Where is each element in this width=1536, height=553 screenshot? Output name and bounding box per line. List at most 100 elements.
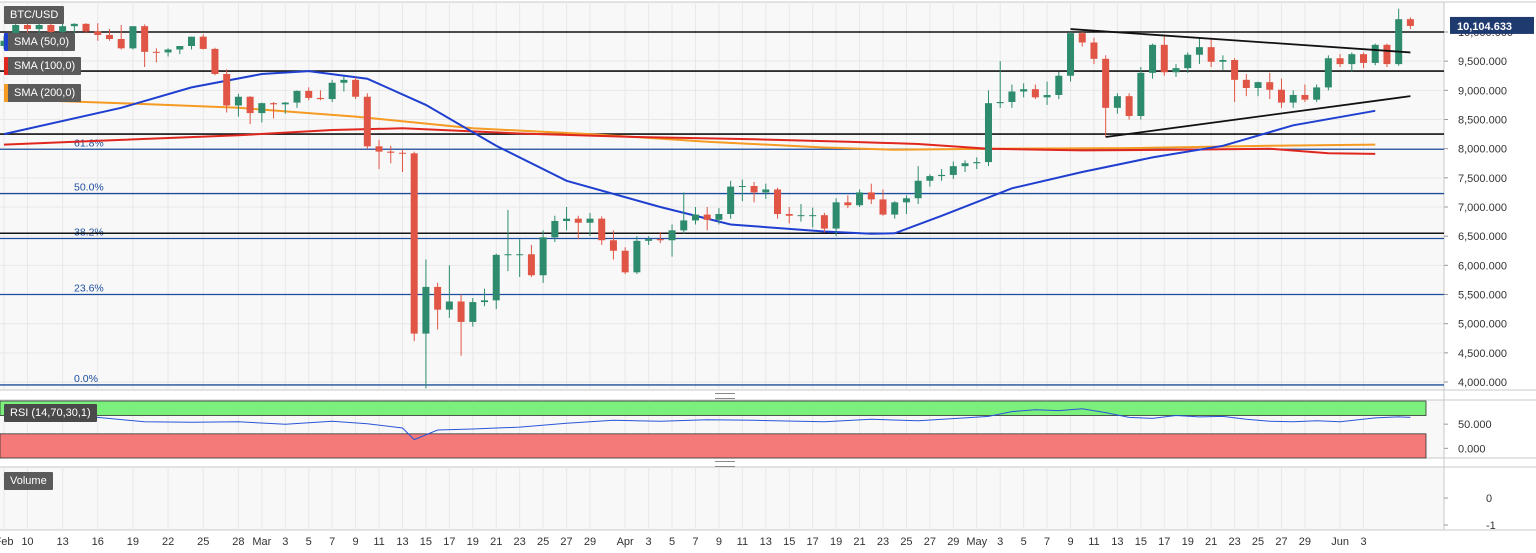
candle-body [633, 240, 641, 273]
candle-body [328, 82, 336, 100]
x-tick-label: 21 [490, 536, 502, 548]
candle-body [445, 301, 453, 310]
sma50-legend[interactable]: SMA (50,0) [4, 33, 76, 51]
candle-body [1031, 89, 1039, 98]
candle-body [94, 31, 102, 35]
candle-body [516, 254, 524, 256]
candle-body [35, 25, 43, 30]
rsi-overbought-zone [0, 400, 1427, 416]
candle-body [785, 214, 793, 216]
x-tick-label: 9 [1067, 536, 1073, 548]
price-pane-bg [0, 2, 1444, 390]
trendline-lower [1105, 95, 1411, 138]
x-tick-label: 9 [353, 536, 359, 548]
fib-level-label: 61.8% [74, 137, 104, 149]
candle-body [938, 174, 946, 177]
candle-body [1254, 82, 1262, 88]
x-tick-label: 17 [1158, 536, 1170, 548]
x-tick-label: 28 [232, 536, 244, 548]
rsi-line [3, 408, 1411, 441]
candle-body [680, 220, 688, 231]
x-tick-label: 25 [197, 536, 209, 548]
current-price-label: 10,104.633 [1457, 21, 1512, 33]
candle-body [363, 96, 371, 147]
x-tick-label: 7 [692, 536, 698, 548]
sma100-line [3, 127, 1376, 155]
candle-body [387, 151, 395, 153]
x-tick-label: 15 [783, 536, 795, 548]
candle-body [1078, 33, 1086, 43]
x-tick-label: 5 [1021, 536, 1027, 548]
fib-level-label: 0.0% [74, 373, 98, 385]
x-tick-label: 19 [467, 536, 479, 548]
price-tick-label: 9,000.000 [1458, 85, 1507, 97]
rsi-legend[interactable]: RSI (14,70,30,1) [4, 404, 97, 422]
sma100-legend[interactable]: SMA (100,0) [4, 57, 82, 75]
candle-body [914, 180, 922, 199]
candle-body [1043, 95, 1051, 98]
candle-body [1336, 58, 1344, 65]
sma200-legend[interactable]: SMA (200,0) [4, 84, 82, 102]
candle-body [1348, 54, 1356, 65]
x-tick-label: 7 [1044, 536, 1050, 548]
candle-body [1113, 96, 1121, 108]
x-tick-label: Mar [252, 536, 271, 548]
x-tick-label: 13 [760, 536, 772, 548]
candle-body [504, 254, 512, 256]
price-rsi-splitter-handle[interactable] [715, 393, 735, 399]
candle-body [586, 218, 594, 223]
candle-body [645, 239, 653, 241]
candle-body [668, 230, 676, 241]
x-tick-label: 29 [584, 536, 596, 548]
candle-body [961, 163, 969, 167]
candle-body [691, 214, 699, 221]
candle-body [23, 25, 31, 30]
x-tick-label: 10 [21, 536, 33, 548]
rsi-volume-splitter-handle[interactable] [715, 461, 735, 467]
candle-body [211, 48, 219, 74]
x-tick-label: Feb [0, 536, 13, 548]
candle-body [703, 214, 711, 220]
candle-body [891, 202, 899, 215]
candle-body [481, 300, 489, 303]
x-tick-label: 11 [373, 536, 384, 548]
candle-body [1160, 44, 1168, 73]
price-tick-label: 9,500.000 [1458, 56, 1507, 68]
candle-body [715, 214, 723, 220]
candle-body [598, 218, 606, 241]
candle-body [258, 103, 266, 114]
candle-body [246, 96, 254, 114]
x-tick-label: 21 [853, 536, 865, 548]
candle-body [984, 103, 992, 163]
candle-body [1383, 44, 1391, 65]
candle-body [844, 202, 852, 206]
price-tick-label: 8,000.000 [1458, 144, 1507, 156]
price-tick-label: 5,000.000 [1458, 319, 1507, 331]
x-tick-label: 25 [537, 536, 549, 548]
volume-tick-label: -1 [1486, 520, 1496, 532]
fib-level-label: 50.0% [74, 182, 104, 194]
candle-body [1360, 54, 1368, 63]
x-tick-label: Jun [1331, 536, 1349, 548]
price-tick-label: 5,500.000 [1458, 290, 1507, 302]
x-tick-label: 3 [997, 536, 1003, 548]
symbol-tag[interactable]: BTC/USD [4, 6, 65, 24]
candle-body [539, 237, 547, 276]
price-tick-label: 4,000.000 [1458, 377, 1507, 389]
candle-body [59, 26, 67, 32]
candle-body [1207, 47, 1215, 62]
price-tick-label: 4,500.000 [1458, 348, 1507, 360]
candle-body [12, 25, 20, 41]
candle-body [398, 152, 406, 154]
candle-body [738, 186, 746, 187]
candle-body [234, 96, 242, 106]
candle-body [973, 162, 981, 164]
candle-body [1219, 60, 1227, 62]
candle-body [1406, 19, 1414, 26]
candle-body [1184, 54, 1192, 69]
sma50-line [3, 70, 1376, 235]
volume-legend[interactable]: Volume [4, 472, 53, 490]
candle-body [656, 239, 664, 241]
candle-body [1149, 44, 1157, 73]
